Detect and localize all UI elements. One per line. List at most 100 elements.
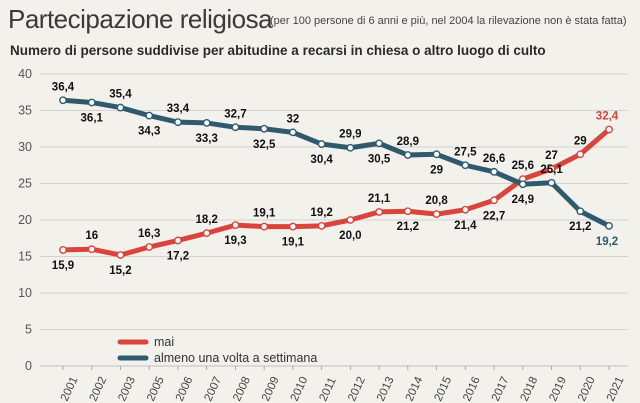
data-point-settimana [174,118,182,127]
data-label-mai: 19,1 [282,237,305,249]
x-tick-label: 2016 [461,375,483,403]
x-tick-label: 2002 [88,375,110,403]
data-label-settimana: 28,9 [397,136,419,148]
data-point-mai [231,221,240,230]
x-tick-label: 2012 [346,375,368,403]
data-label-settimana: 36,4 [52,81,75,93]
data-point-mai [461,205,470,214]
data-point-settimana [59,96,67,105]
data-point-settimana [547,178,556,187]
data-label-mai: 21,2 [397,221,419,233]
data-label-mai: 18,2 [195,214,217,226]
y-tick-label: 20 [18,213,32,227]
x-tick-label: 2014 [404,374,426,403]
data-label-mai: 15,9 [52,260,74,272]
data-label-settimana: 30,5 [368,153,391,165]
x-tick-label: 2003 [116,375,138,403]
data-label-mai: 25,6 [512,160,534,172]
data-label-settimana: 21,2 [569,221,591,233]
data-point-mai [317,221,326,230]
data-label-settimana: 29 [430,164,443,176]
x-tick-label: 2011 [317,376,338,403]
data-label-settimana: 32,7 [224,108,246,120]
x-tick-label: 2017 [490,375,512,403]
data-point-mai [87,245,96,254]
x-tick-label: 2015 [432,375,454,403]
data-point-settimana [87,98,96,107]
y-tick-label: 5 [25,323,32,337]
data-point-settimana [518,180,527,189]
data-label-mai: 16 [85,230,98,242]
x-tick-label: 2018 [519,375,541,403]
data-point-mai [547,164,556,173]
data-point-mai [375,208,384,216]
data-point-mai [145,243,154,251]
data-label-mai: 21,4 [454,220,477,232]
x-tick-label: 2010 [289,375,311,403]
data-label-mai: 19,3 [224,235,246,247]
data-label-settimana: 27,5 [454,146,477,158]
data-label-settimana: 33,4 [167,103,190,115]
x-tick-label: 2006 [174,375,196,403]
data-label-mai: 17,2 [167,250,189,262]
data-point-mai [605,125,613,134]
x-tick-label: 2021 [605,375,627,403]
data-label-mai: 16,3 [138,228,160,240]
series-line-settimana [60,97,612,229]
data-label-settimana: 32,5 [253,139,276,151]
data-point-settimana [576,207,585,216]
data-point-settimana [116,103,125,112]
data-point-mai [432,210,441,219]
data-label-mai: 32,4 [596,110,619,122]
x-tick-label: 2013 [375,375,397,403]
y-tick-label: 30 [18,140,32,154]
data-point-settimana [461,161,470,170]
data-point-mai [260,222,269,231]
x-tick-label: 2009 [260,375,282,403]
data-point-mai [346,216,355,224]
data-point-settimana [346,143,355,152]
data-label-mai: 19,2 [310,207,332,219]
data-point-mai [490,196,498,205]
chart-subtitle: Numero di persone suddivise per abitudin… [10,43,546,58]
data-point-settimana [432,150,441,159]
y-tick-label: 0 [25,359,32,373]
y-tick-label: 35 [18,104,32,118]
data-label-mai: 27 [545,150,558,162]
x-tick-label: 2005 [145,375,167,403]
chart-note: (per 100 persone di 6 anni e più, nel 20… [270,15,627,27]
x-tick-label: 2020 [576,375,598,403]
data-point-settimana [490,167,498,176]
data-label-settimana: 19,2 [596,236,618,248]
data-point-mai [576,150,585,159]
data-point-settimana [145,111,154,120]
x-tick-label: 2001 [59,375,81,403]
data-label-mai: 21,1 [368,193,391,205]
legend-label-mai: mai [154,335,174,349]
data-label-mai: 22,7 [483,210,505,222]
data-label-mai: 19,1 [253,208,276,220]
data-label-settimana: 34,3 [138,126,160,138]
legend-label-settimana: almeno una volta a settimana [154,351,317,365]
data-label-settimana: 24,9 [512,194,534,206]
data-label-settimana: 33,3 [195,133,217,145]
x-tick-label: 2019 [547,375,569,403]
data-label-settimana: 29,9 [339,129,361,141]
data-point-settimana [231,123,240,132]
data-point-mai [116,251,125,259]
data-point-settimana [605,221,613,230]
data-point-settimana [260,124,269,133]
data-label-mai: 29 [574,135,587,147]
x-tick-label: 2008 [231,375,253,403]
data-label-mai: 20,8 [425,195,448,207]
data-label-settimana: 25,1 [540,164,563,176]
data-point-settimana [375,139,384,148]
data-label-settimana: 35,4 [109,89,132,101]
data-point-mai [288,222,297,231]
data-point-mai [202,229,211,238]
data-point-settimana [202,119,211,127]
data-point-mai [403,207,412,216]
x-tick-label: 2007 [203,375,225,403]
data-label-mai: 15,2 [109,265,131,277]
